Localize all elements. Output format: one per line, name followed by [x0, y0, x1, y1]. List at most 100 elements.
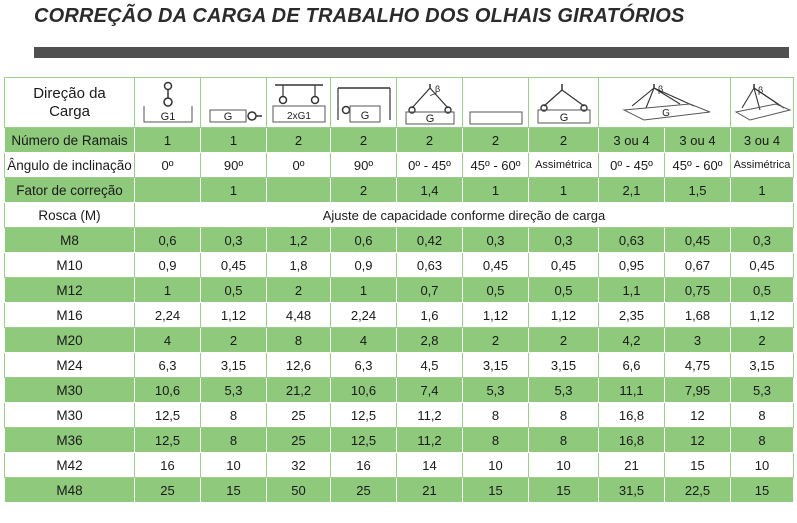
- angulo-row: Ângulo de inclinação 0º 90º 0º 90º 0º - 45º 45…: [4, 152, 794, 178]
- thread-row-cell: 8: [462, 427, 529, 453]
- thread-row-cell: 8: [266, 327, 331, 353]
- thread-row-cell: 10: [730, 452, 794, 478]
- thread-row-cell: 4: [134, 327, 201, 353]
- thread-row-cell: 0,5: [528, 277, 599, 303]
- ramais-row-cell: 1: [134, 127, 201, 153]
- direction-icon-row: Direção da Carga G1 G: [4, 77, 794, 128]
- thread-row-cell: 6,3: [330, 352, 397, 378]
- thread-row: M20 4 2 8 4 2,8 2 2 4,2 3 2: [4, 327, 794, 353]
- fator-row-cell: 2: [330, 177, 397, 203]
- rosca-header-row: Rosca (M) Ajuste de capacidade conforme d…: [4, 202, 794, 228]
- angulo-row-cell: 0º: [266, 152, 331, 178]
- thread-row-cell: 4: [330, 327, 397, 353]
- fator-row-cell: [266, 177, 331, 203]
- direction-label: Direção da Carga: [4, 77, 135, 128]
- thread-row-cell: 4,48: [266, 302, 331, 328]
- ramais-row-cell: 2: [330, 127, 397, 153]
- angulo-row-cell: 0º - 45º: [396, 152, 463, 178]
- thread-row-cell: 2,24: [134, 302, 201, 328]
- thread-row-cell: 15: [730, 477, 794, 503]
- thread-row-cell: 0,45: [200, 252, 267, 278]
- thread-row-cell: 12,5: [134, 402, 201, 428]
- thread-row-cell: 5,3: [462, 377, 529, 403]
- thread-row-cell: 0,45: [664, 227, 731, 253]
- thread-row-cell: 16: [330, 452, 397, 478]
- svg-text:G: G: [662, 108, 670, 119]
- thread-row-cell: 22,5: [664, 477, 731, 503]
- thread-row-cell: 0,9: [134, 252, 201, 278]
- thread-row: M30 12,5 8 25 12,5 11,2 8 8 16,8 12 8: [4, 402, 794, 428]
- angulo-row-cell: 90º: [200, 152, 267, 178]
- thread-row-cell: 1,12: [200, 302, 267, 328]
- thread-row-label: M30: [4, 402, 135, 428]
- svg-text:β: β: [658, 84, 663, 94]
- load-correction-table: Direção da Carga G1 G: [4, 77, 794, 503]
- thread-row-cell: 0,42: [396, 227, 463, 253]
- thread-row-cell: 0,5: [730, 277, 794, 303]
- ramais-row-cell: 2: [528, 127, 599, 153]
- thread-row-cell: 16,8: [598, 427, 665, 453]
- thread-row-cell: 0,5: [462, 277, 529, 303]
- fator-row-cell: 1: [730, 177, 794, 203]
- fator-row-cell: 1: [200, 177, 267, 203]
- thread-row-cell: 0,63: [396, 252, 463, 278]
- thread-row-cell: 0,6: [330, 227, 397, 253]
- thread-row-label: M30: [4, 377, 135, 403]
- fator-row-label: Fator de correção: [4, 177, 135, 203]
- thread-row-cell: 21,2: [266, 377, 331, 403]
- thread-row: M42 16 10 32 16 14 10 10 21 15 10: [4, 452, 794, 478]
- thread-row-cell: 8: [730, 427, 794, 453]
- capacity-adjust-caption: Ajuste de capacidade conforme direção de…: [134, 202, 794, 228]
- angulo-row-cell: 45º - 60º: [462, 152, 529, 178]
- thread-row-cell: 15: [528, 477, 599, 503]
- double-vertical-frame-icon: G: [330, 77, 397, 128]
- thread-row-cell: 2,24: [330, 302, 397, 328]
- angulo-row-cell: Assimétrica: [730, 152, 794, 178]
- ramais-row-cell: 3 ou 4: [598, 127, 665, 153]
- fator-row-cell: 1,4: [396, 177, 463, 203]
- thread-row-cell: 7,4: [396, 377, 463, 403]
- thread-row-cell: 8: [200, 427, 267, 453]
- thread-row-cell: 10,6: [330, 377, 397, 403]
- thread-row-cell: 5,3: [200, 377, 267, 403]
- thread-row-cell: 16: [134, 452, 201, 478]
- svg-text:G: G: [559, 112, 568, 124]
- thread-row-cell: 0,3: [200, 227, 267, 253]
- thread-row-label: M8: [4, 227, 135, 253]
- thread-row-cell: 2: [528, 327, 599, 353]
- thread-row-cell: 0,63: [598, 227, 665, 253]
- thread-row-cell: 31,5: [598, 477, 665, 503]
- multi-leg-angle-icon: β G: [598, 77, 731, 128]
- horizontal-side-icon: G: [200, 77, 267, 128]
- thread-row-label: M20: [4, 327, 135, 353]
- thread-row-cell: 0,75: [664, 277, 731, 303]
- fator-row-cell: [134, 177, 201, 203]
- svg-text:β: β: [758, 85, 763, 95]
- thread-row-cell: 0,45: [528, 252, 599, 278]
- page-title: CORREÇÃO DA CARGA DE TRABALHO DOS OLHAIS…: [34, 5, 685, 27]
- thread-row-cell: 0,3: [528, 227, 599, 253]
- thread-row-cell: 0,45: [730, 252, 794, 278]
- ramais-row-cell: 2: [266, 127, 331, 153]
- thread-row-cell: 32: [266, 452, 331, 478]
- thread-row-cell: 4,5: [396, 352, 463, 378]
- thread-row-cell: 50: [266, 477, 331, 503]
- thread-row-label: M16: [4, 302, 135, 328]
- thread-row-cell: 0,45: [462, 252, 529, 278]
- thread-row-cell: 11,2: [396, 427, 463, 453]
- thread-row-cell: 1,8: [266, 252, 331, 278]
- thread-row-cell: 25: [266, 427, 331, 453]
- angulo-row-label: Ângulo de inclinação: [4, 152, 135, 178]
- thread-row-cell: 15: [200, 477, 267, 503]
- thread-row-cell: 3,15: [730, 352, 794, 378]
- thread-row-cell: 11,2: [396, 402, 463, 428]
- thread-row-cell: 16,8: [598, 402, 665, 428]
- thread-row-cell: 3,15: [200, 352, 267, 378]
- thread-row-cell: 7,95: [664, 377, 731, 403]
- thread-row-cell: 10: [200, 452, 267, 478]
- thread-row-cell: 12,6: [266, 352, 331, 378]
- thread-row-cell: 1,12: [730, 302, 794, 328]
- svg-text:2xG1: 2xG1: [287, 111, 311, 122]
- vertical-single-icon: G1: [134, 77, 201, 128]
- thread-row-cell: 1,68: [664, 302, 731, 328]
